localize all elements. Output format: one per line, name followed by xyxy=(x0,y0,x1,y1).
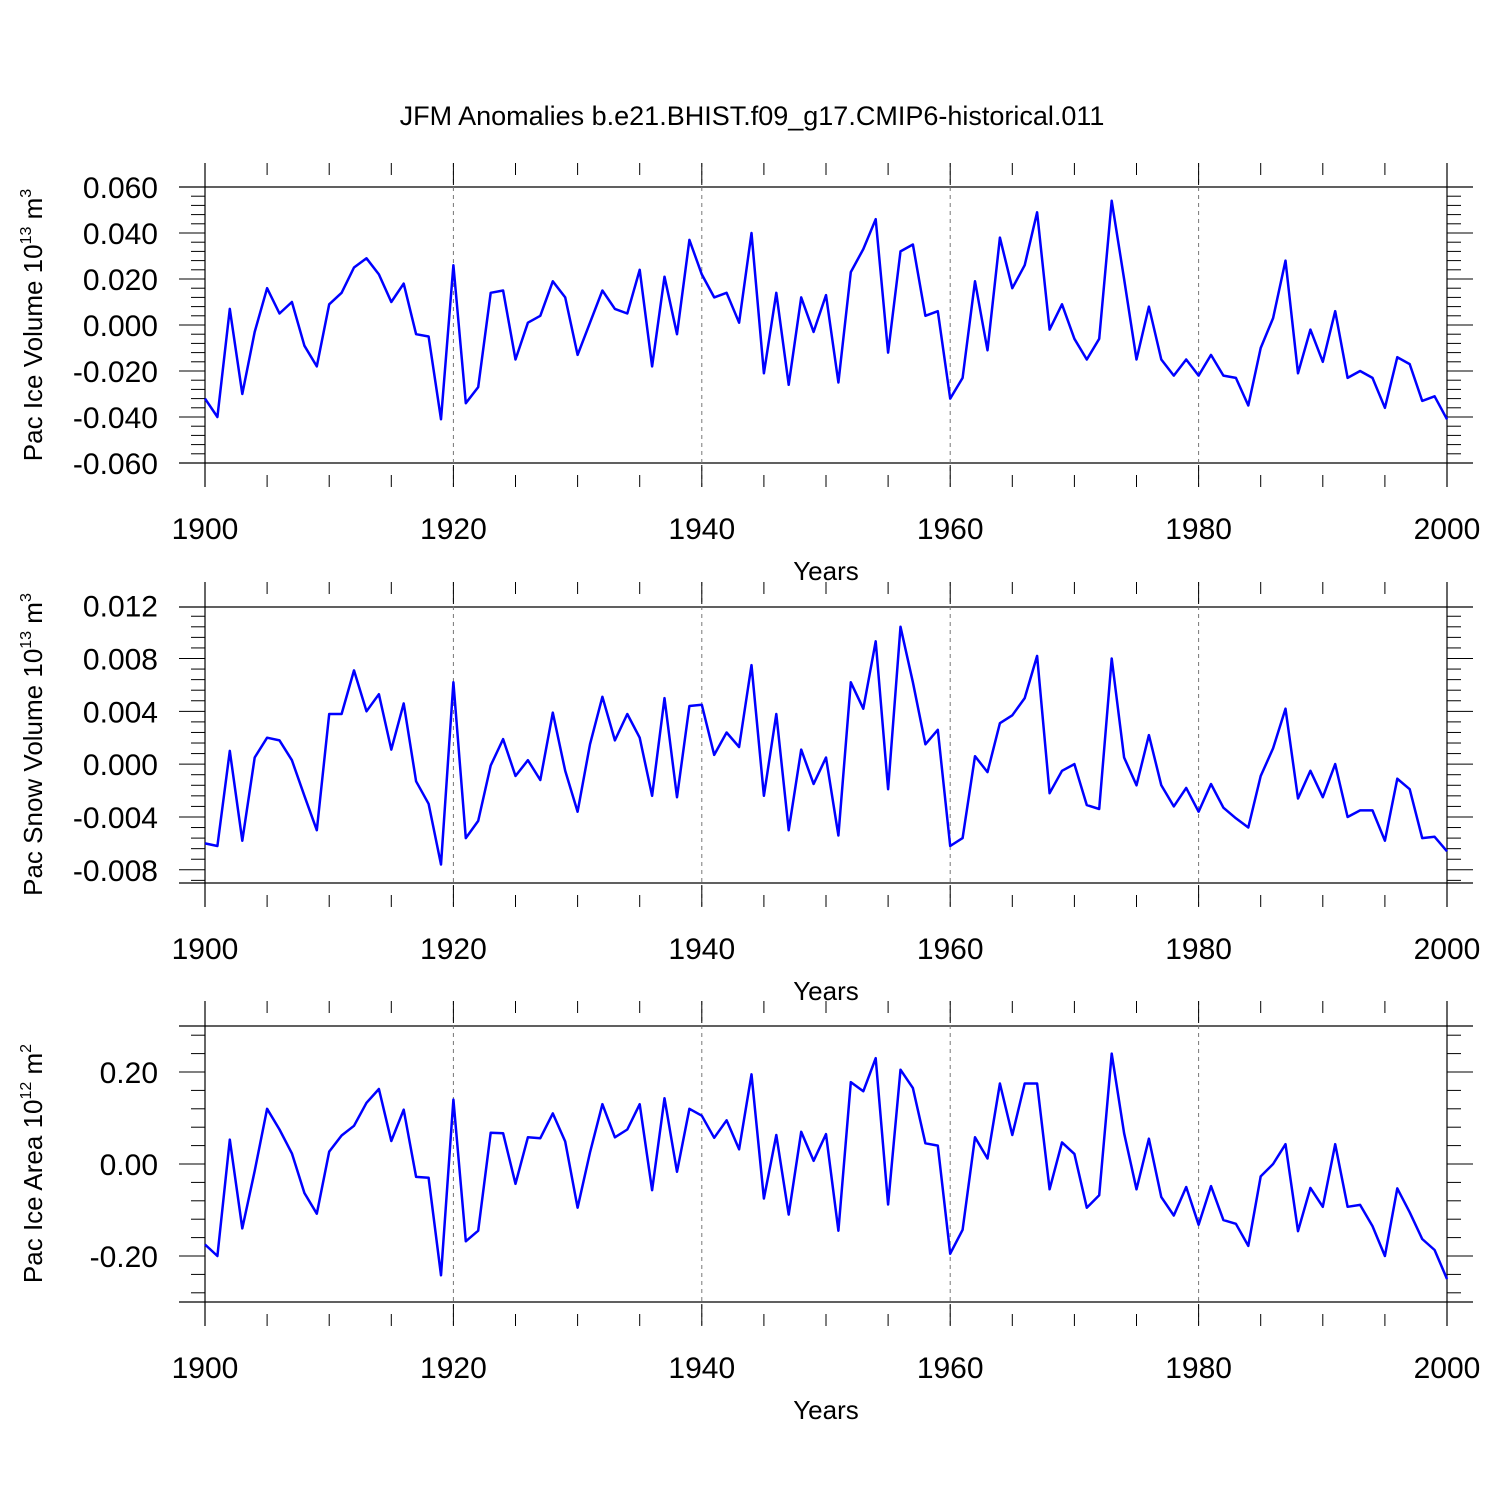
y-axis-label-unit: m xyxy=(18,1053,48,1082)
x-tick-label: 1980 xyxy=(1165,513,1232,546)
x-axis-label: Years xyxy=(793,556,859,586)
x-tick-label: 1980 xyxy=(1165,933,1232,966)
y-axis-label-text: Pac Snow Volume 10 xyxy=(18,649,48,896)
y-axis-label-unit-exp: 2 xyxy=(18,1044,35,1053)
chart-panel-3: -0.20 0.00 0.20 1900 1920 1940 1960 1980 2000 Yea… xyxy=(18,1001,1480,1425)
y-tick-label: -0.040 xyxy=(73,402,158,435)
x-axis-label: Years xyxy=(793,1395,859,1425)
x-tick-label: 1980 xyxy=(1165,1352,1232,1385)
y-tick-label: 0.020 xyxy=(83,264,158,297)
x-tick-label: 1900 xyxy=(172,933,239,966)
y-tick-label: -0.008 xyxy=(73,855,158,888)
x-tick-label: 1920 xyxy=(420,1352,487,1385)
y-tick-label: 0.20 xyxy=(100,1057,158,1090)
x-tick-label: 1960 xyxy=(917,933,984,966)
x-tick-label: 1940 xyxy=(668,933,735,966)
chart-panel-2: -0.008 -0.004 0.000 0.004 0.008 0.012 1900 1920… xyxy=(18,582,1480,1006)
y-axis-label: Pac Ice Area 1012 m2 xyxy=(18,1044,48,1283)
y-tick-label: 0.008 xyxy=(83,644,158,677)
y-tick-label: 0.000 xyxy=(83,310,158,343)
x-tick-label: 1940 xyxy=(668,1352,735,1385)
x-tick-label: 1960 xyxy=(917,513,984,546)
series-line xyxy=(203,199,1449,421)
x-tick-label: 1900 xyxy=(172,1352,239,1385)
series-line xyxy=(204,625,1448,866)
x-tick-label: 1920 xyxy=(420,933,487,966)
y-axis-label-exp: 12 xyxy=(18,1082,35,1100)
x-tick-label: 1900 xyxy=(172,513,239,546)
y-axis-label-exp: 13 xyxy=(18,631,35,649)
y-axis-label: Pac Snow Volume 1013 m3 xyxy=(18,593,48,896)
figure-title: JFM Anomalies b.e21.BHIST.f09_g17.CMIP6-… xyxy=(400,101,1105,131)
y-axis-label-unit: m xyxy=(18,198,48,227)
x-tick-label: 2000 xyxy=(1414,1352,1481,1385)
y-axis-label-text: Pac Ice Volume 10 xyxy=(18,244,48,461)
y-tick-label: -0.060 xyxy=(73,448,158,481)
y-axis-label-unit: m xyxy=(18,602,48,631)
y-tick-label: 0.060 xyxy=(83,172,158,205)
y-axis-label-text: Pac Ice Area 10 xyxy=(18,1100,48,1284)
y-tick-label: -0.020 xyxy=(73,356,158,389)
x-tick-label: 2000 xyxy=(1414,933,1481,966)
y-axis-label-exp: 13 xyxy=(18,226,35,244)
x-tick-label: 1940 xyxy=(668,513,735,546)
y-tick-label: 0.040 xyxy=(83,218,158,251)
y-tick-label: -0.20 xyxy=(90,1241,158,1274)
y-tick-label: 0.000 xyxy=(83,749,158,782)
y-tick-label: 0.00 xyxy=(100,1149,158,1182)
y-tick-label: 0.004 xyxy=(83,696,158,729)
y-axis-label-unit-exp: 3 xyxy=(18,593,35,602)
panels: -0.060 -0.040 -0.020 0.000 0.020 0.040 0.060 19… xyxy=(18,163,1480,1425)
x-tick-label: 1920 xyxy=(420,513,487,546)
chart-panel-1: -0.060 -0.040 -0.020 0.000 0.020 0.040 0.060 19… xyxy=(18,163,1480,586)
y-axis-label-unit-exp: 3 xyxy=(18,189,35,198)
y-tick-label: 0.012 xyxy=(83,591,158,624)
x-tick-label: 2000 xyxy=(1414,513,1481,546)
x-tick-label: 1960 xyxy=(917,1352,984,1385)
y-axis-label: Pac Ice Volume 1013 m3 xyxy=(18,189,48,462)
series-line xyxy=(204,1052,1449,1280)
y-tick-label: -0.004 xyxy=(73,802,158,835)
